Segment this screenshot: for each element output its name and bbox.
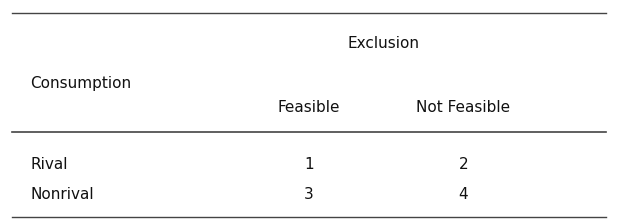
Text: 2: 2 — [459, 157, 468, 172]
Text: 4: 4 — [459, 187, 468, 202]
Text: Rival: Rival — [30, 157, 67, 172]
Text: Nonrival: Nonrival — [30, 187, 94, 202]
Text: 3: 3 — [304, 187, 314, 202]
Text: Exclusion: Exclusion — [347, 36, 419, 51]
Text: 1: 1 — [304, 157, 314, 172]
Text: Consumption: Consumption — [30, 76, 131, 91]
Text: Not Feasible: Not Feasible — [416, 100, 510, 115]
Text: Feasible: Feasible — [277, 100, 341, 115]
